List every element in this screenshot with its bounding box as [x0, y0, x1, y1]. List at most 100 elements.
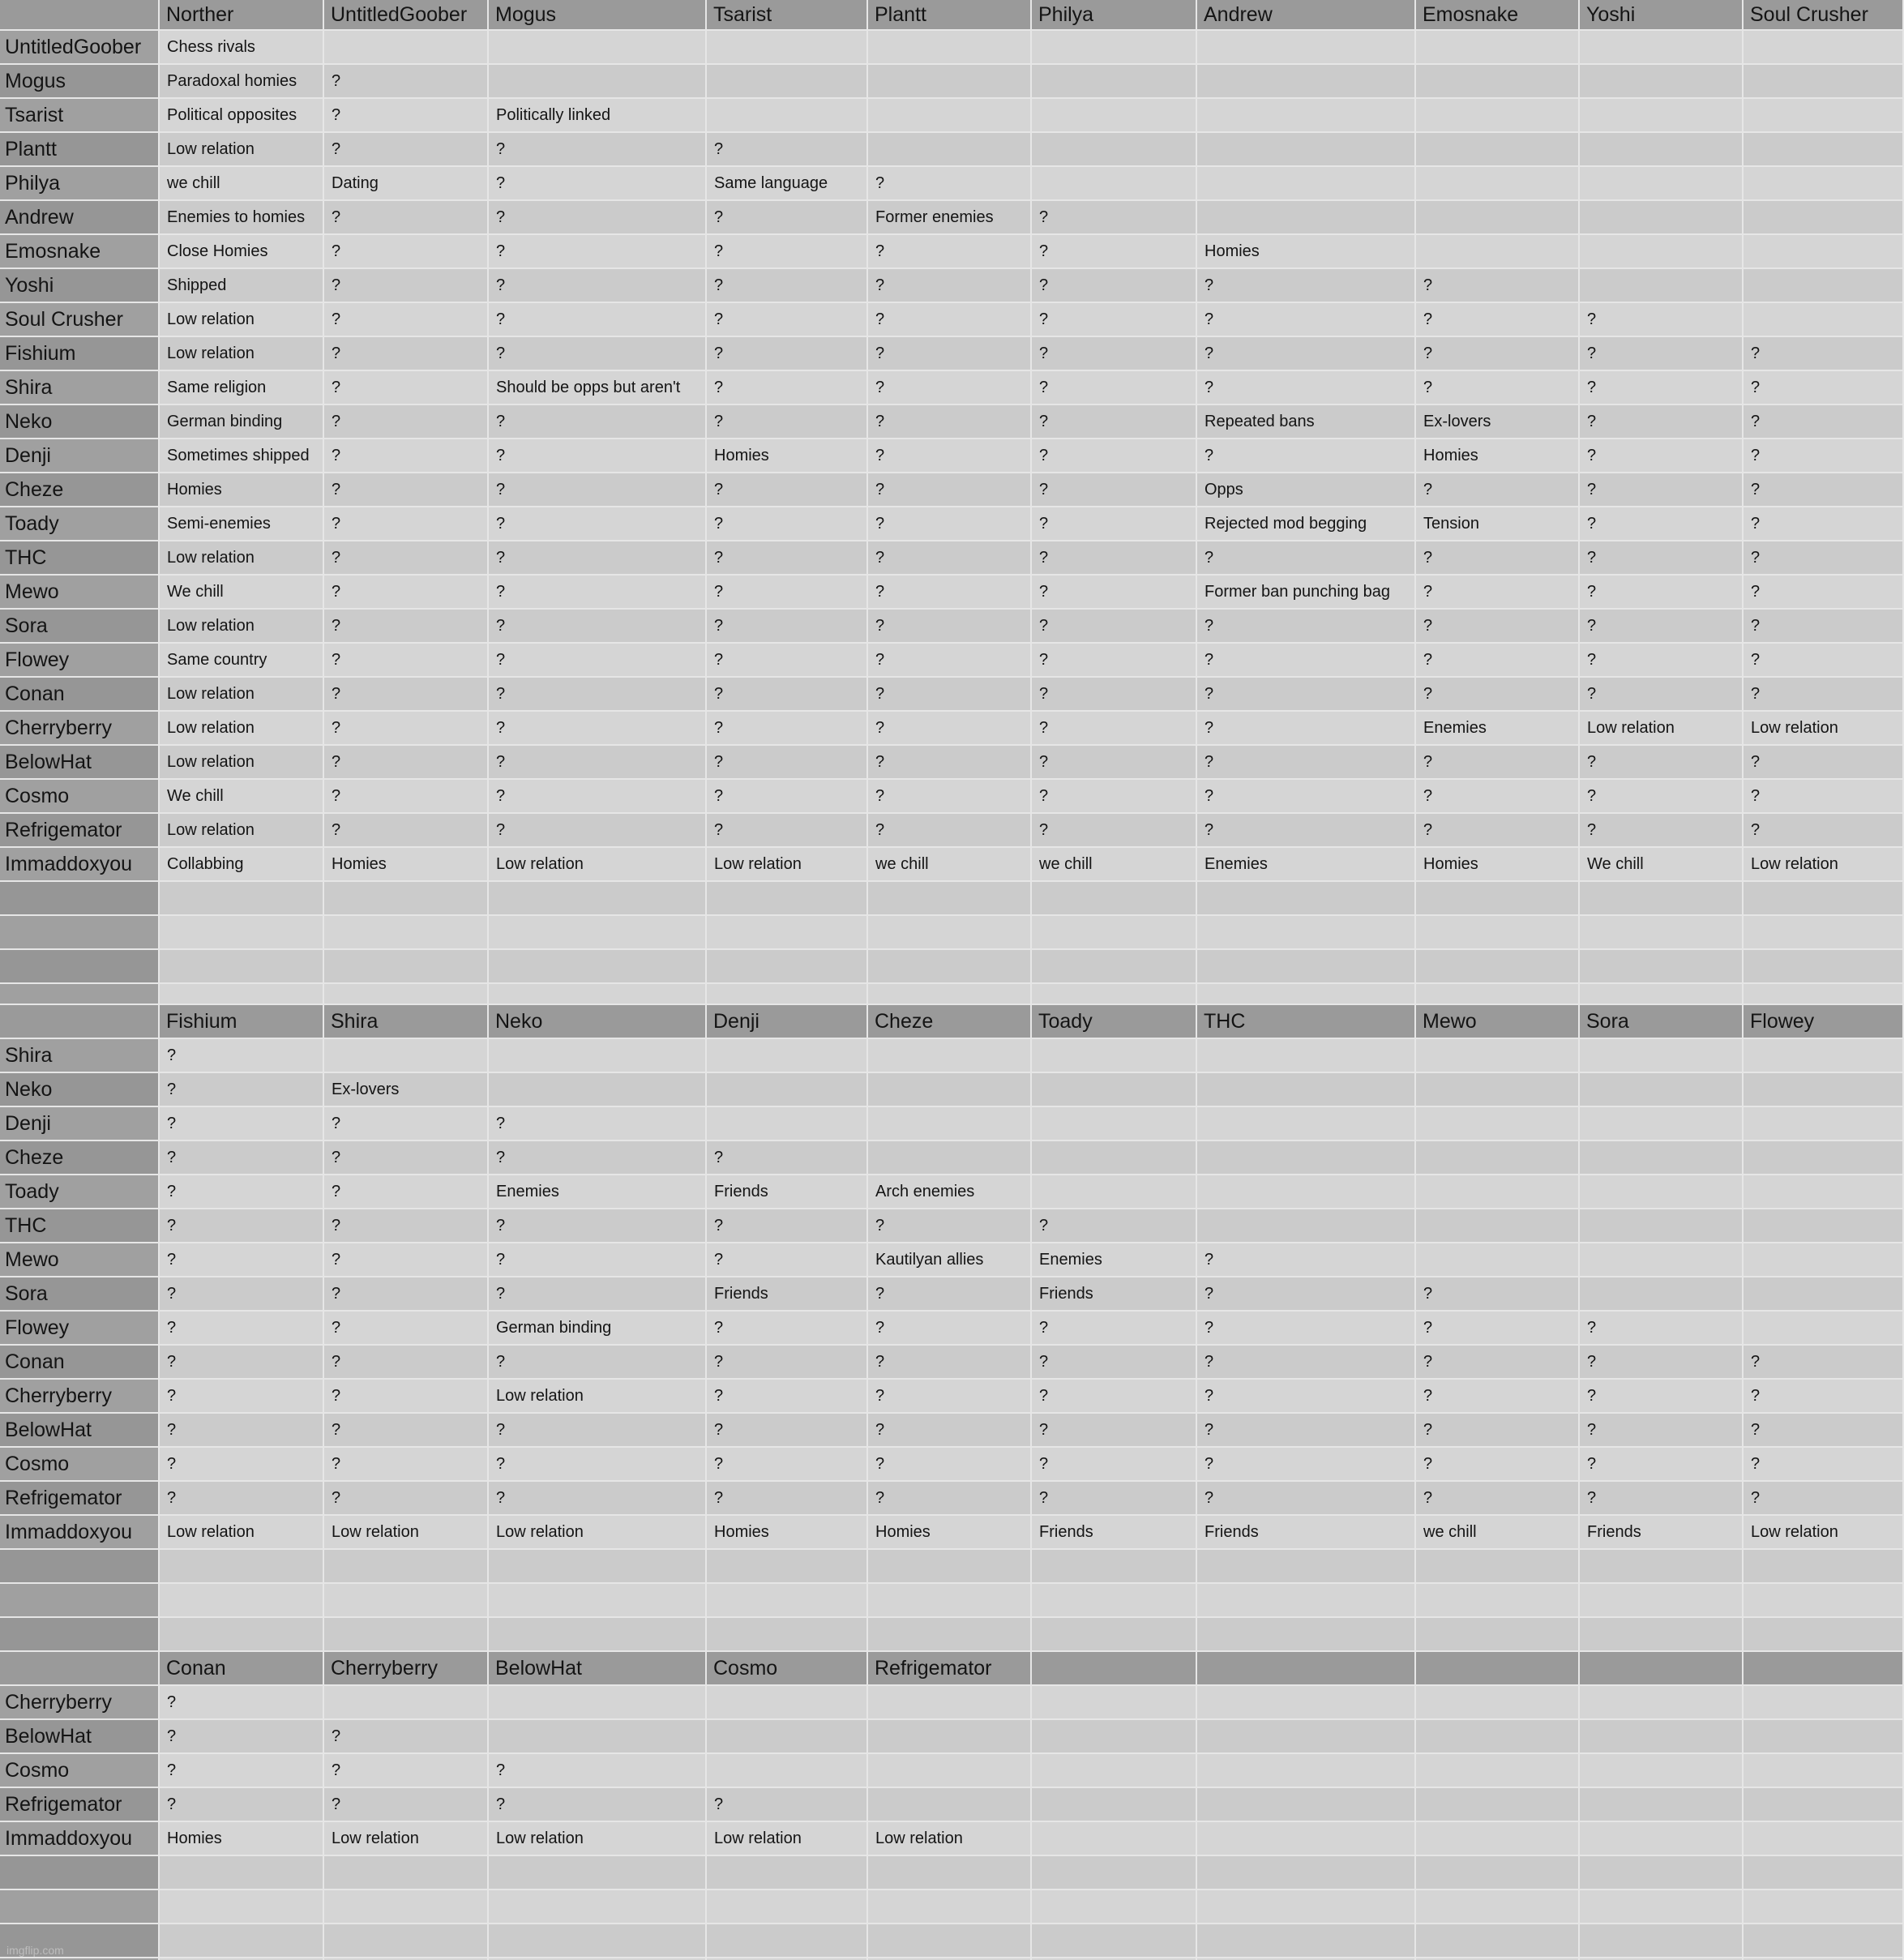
relation-cell: Low relation	[489, 1822, 707, 1856]
empty-cell	[1580, 1856, 1744, 1890]
column-header-flowey: Flowey	[1744, 1005, 1904, 1039]
empty-cell	[489, 1890, 707, 1924]
row-header-thc: THC	[0, 1209, 160, 1243]
relation-cell: ?	[324, 678, 489, 712]
empty-cell	[1416, 1209, 1580, 1243]
empty-cell	[1416, 65, 1580, 99]
relation-cell: Low relation	[160, 541, 324, 576]
table-row: Toady Semi-enemies????? Rejected mod beggi…	[0, 507, 1904, 541]
table-row: Refrigemator??????????	[0, 1482, 1904, 1516]
relation-cell: ?	[1032, 1380, 1197, 1414]
column-header-cheze: Cheze	[868, 1005, 1032, 1039]
relation-cell: ?	[1416, 1312, 1580, 1346]
empty-cell	[1197, 1720, 1416, 1754]
empty-cell	[1580, 1686, 1744, 1720]
column-header-norther: Norther	[160, 0, 324, 31]
relation-cell: ?	[324, 1243, 489, 1277]
relation-cell: ?	[324, 1277, 489, 1312]
empty-cell	[1580, 133, 1744, 167]
row-header-flowey: Flowey	[0, 644, 160, 678]
empty-row	[0, 882, 1904, 916]
empty-cell	[1744, 1822, 1904, 1856]
row-header-belowhat: BelowHat	[0, 746, 160, 780]
relation-cell: ?	[324, 610, 489, 644]
empty-cell	[1744, 99, 1904, 133]
row-header-cosmo: Cosmo	[0, 1754, 160, 1788]
empty-cell	[1032, 1924, 1197, 1958]
empty-cell	[324, 1039, 489, 1073]
empty-cell	[1580, 1754, 1744, 1788]
relation-cell: ?	[1416, 610, 1580, 644]
relation-cell: ?	[489, 541, 707, 576]
relation-cell: ?	[1744, 644, 1904, 678]
row-header-immaddoxyou: Immaddoxyou	[0, 848, 160, 882]
relation-cell: ?	[1416, 576, 1580, 610]
table-row: Cherryberry?	[0, 1686, 1904, 1720]
relation-cell: Low relation	[489, 1516, 707, 1550]
empty-cell	[1744, 1720, 1904, 1754]
empty-cell	[1580, 1209, 1744, 1243]
empty-cell	[707, 916, 868, 950]
relation-cell: Low relation	[160, 712, 324, 746]
empty-cell	[489, 882, 707, 916]
relation-cell: ?	[160, 1686, 324, 1720]
relation-cell: Low relation	[324, 1516, 489, 1550]
table-row: THC??????	[0, 1209, 1904, 1243]
table-row: Refrigemator Low relation?????????	[0, 814, 1904, 848]
relation-cell: ?	[324, 780, 489, 814]
empty-cell	[324, 1550, 489, 1584]
relation-cell: German binding	[489, 1312, 707, 1346]
empty-cell	[1580, 1039, 1744, 1073]
relation-cell: ?	[1032, 473, 1197, 507]
empty-cell	[1197, 1209, 1416, 1243]
empty-cell	[707, 65, 868, 99]
relation-cell: ?	[1032, 678, 1197, 712]
relation-cell: ?	[707, 1209, 868, 1243]
relation-cell: Enemies to homies	[160, 201, 324, 235]
relation-cell: ?	[489, 473, 707, 507]
relation-cell: ?	[324, 201, 489, 235]
relation-cell: ?	[489, 235, 707, 269]
relation-cell: ?	[707, 644, 868, 678]
relation-cell: ?	[1744, 507, 1904, 541]
relation-cell: ?	[1744, 576, 1904, 610]
empty-cell	[1032, 1550, 1197, 1584]
empty-cell	[160, 882, 324, 916]
table-row: Emosnake Close Homies????? Homies	[0, 235, 1904, 269]
row-header-empty	[0, 882, 160, 916]
relation-cell: Close Homies	[160, 235, 324, 269]
empty-cell	[1416, 1073, 1580, 1107]
empty-cell	[868, 1856, 1032, 1890]
empty-cell	[1744, 303, 1904, 337]
relation-cell: Homies	[1416, 848, 1580, 882]
table-row: Mogus Paradoxal homies?	[0, 65, 1904, 99]
empty-cell	[707, 99, 868, 133]
relation-cell: ?	[1416, 780, 1580, 814]
relation-cell: ?	[707, 1482, 868, 1516]
empty-cell	[489, 1924, 707, 1958]
relation-cell: ?	[324, 235, 489, 269]
relation-cell: ?	[324, 644, 489, 678]
relation-cell: ?	[324, 1346, 489, 1380]
empty-cell	[1032, 1141, 1197, 1175]
empty-cell	[324, 1924, 489, 1958]
empty-cell	[1197, 201, 1416, 235]
column-header-empty	[1197, 1652, 1416, 1686]
empty-cell	[1416, 1039, 1580, 1073]
empty-cell	[1744, 1788, 1904, 1822]
table-row: Philya we chill Dating? Same language?	[0, 167, 1904, 201]
relation-cell: ?	[707, 1788, 868, 1822]
row-header-mewo: Mewo	[0, 1243, 160, 1277]
relation-cell: Friends	[1032, 1277, 1197, 1312]
relation-cell: ?	[1580, 303, 1744, 337]
table-row: Neko? Ex-lovers	[0, 1073, 1904, 1107]
empty-cell	[160, 1890, 324, 1924]
empty-row	[0, 1890, 1904, 1924]
relation-cell: ?	[160, 1788, 324, 1822]
relation-cell: ?	[1580, 337, 1744, 371]
table-row: BelowHat??????????	[0, 1414, 1904, 1448]
empty-cell	[1580, 269, 1744, 303]
relation-cell: ?	[489, 337, 707, 371]
relation-cell: Homies	[868, 1516, 1032, 1550]
empty-cell	[1416, 1141, 1580, 1175]
